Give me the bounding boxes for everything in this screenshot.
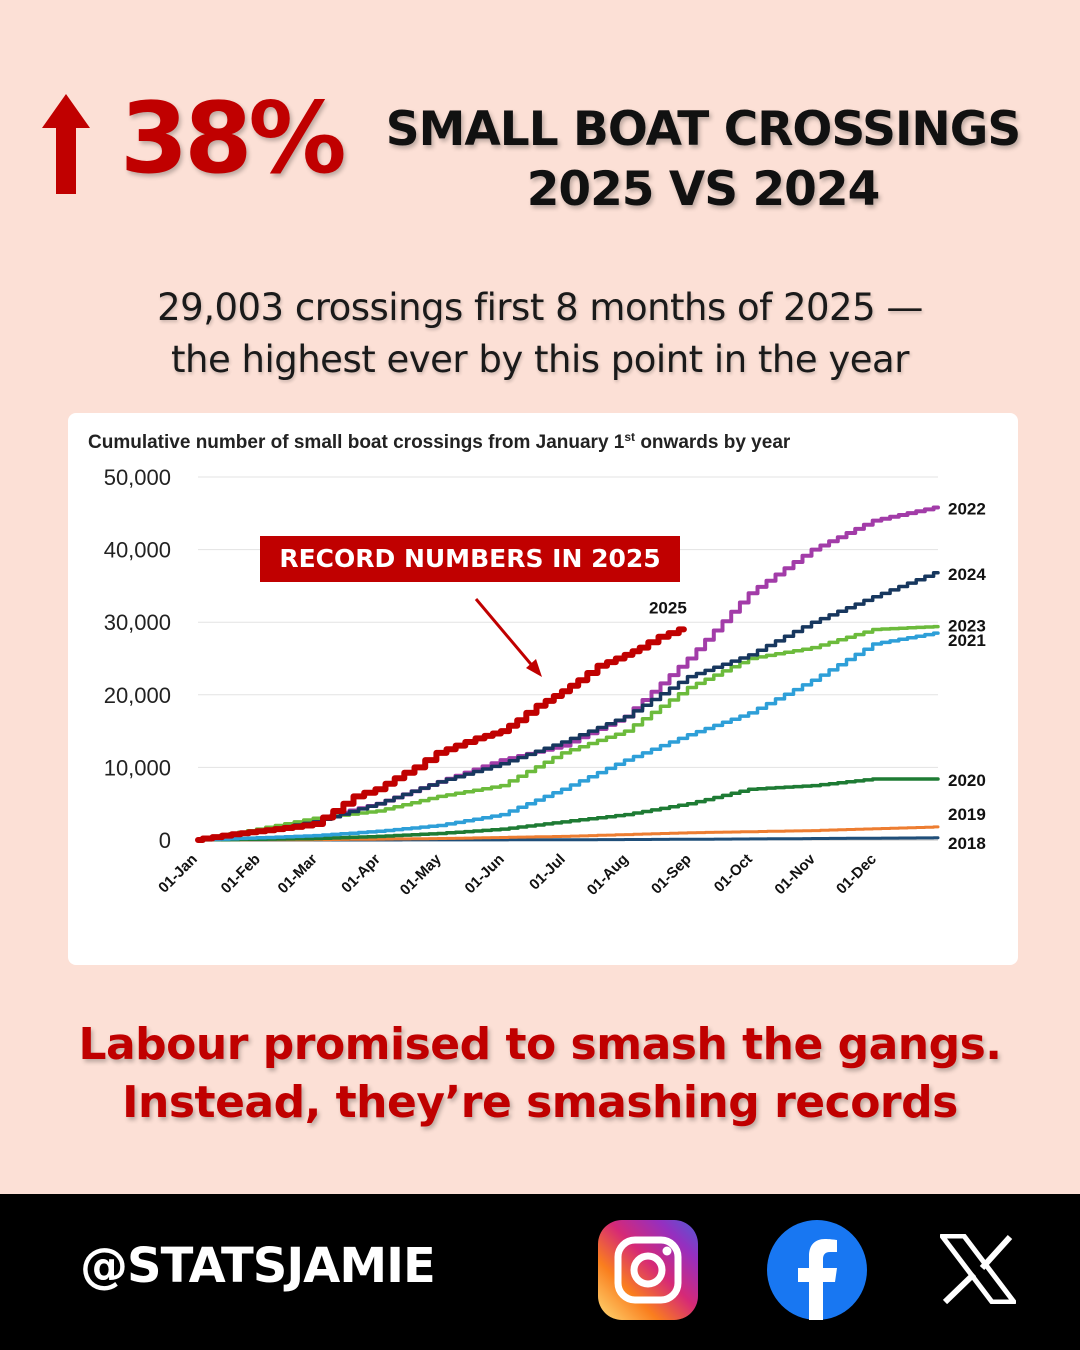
x-tick-label: 01-Feb (218, 851, 264, 897)
series-line-2020 (196, 777, 940, 842)
series-line-2023 (196, 624, 940, 842)
x-tick-label: 01-Aug (584, 851, 632, 899)
x-tick-label: 01-May (397, 850, 445, 898)
x-tick-label: 01-Jul (526, 851, 569, 894)
series-label-2019: 2019 (948, 805, 986, 824)
x-tick-label: 01-Nov (771, 850, 819, 898)
y-tick-label: 40,000 (104, 538, 171, 563)
footer: @STATSJAMIE (0, 1194, 1080, 1350)
annotation-arrow-head (526, 659, 542, 677)
social-handle[interactable]: @STATSJAMIE (80, 1238, 436, 1294)
series-label-2018: 2018 (948, 834, 986, 853)
x-tick-label: 01-Oct (711, 851, 756, 896)
headline-title: SMALL BOAT CROSSINGS 2025 VS 2024 (338, 100, 1068, 220)
series-label-2023: 2023 (948, 617, 986, 636)
chart-card: Cumulative number of small boat crossing… (68, 413, 1018, 965)
y-tick-label: 0 (159, 828, 171, 853)
series-line-2025 (195, 626, 687, 843)
series-line-2024 (196, 571, 940, 842)
x-tick-label: 01-Jun (462, 851, 508, 897)
arrow-up-icon (42, 94, 90, 194)
series-line-2021 (196, 631, 940, 842)
tagline: Labour promised to smash the gangs. Inst… (0, 1016, 1080, 1132)
headline: 38% SMALL BOAT CROSSINGS 2025 VS 2024 (38, 82, 1048, 217)
x-tick-label: 01-Jan (155, 851, 201, 897)
x-icon[interactable] (940, 1234, 1016, 1304)
subtitle: 29,003 crossings first 8 months of 2025 … (0, 282, 1080, 386)
percent-change: 38% (120, 82, 347, 196)
instagram-icon[interactable] (598, 1220, 698, 1320)
x-tick-label: 01-Mar (275, 851, 321, 897)
facebook-icon[interactable] (767, 1220, 867, 1320)
annotation: RECORD NUMBERS IN 2025 (260, 536, 680, 677)
y-tick-label: 30,000 (104, 610, 171, 635)
x-tick-label: 01-Apr (338, 851, 384, 897)
subtitle-line-2: the highest ever by this point in the ye… (171, 338, 909, 381)
series-label-2025: 2025 (649, 598, 687, 617)
x-tick-label: 01-Dec (833, 851, 880, 898)
series-label-2024: 2024 (948, 565, 986, 584)
tagline-line-1: Labour promised to smash the gangs. (78, 1019, 1002, 1070)
chart-title: Cumulative number of small boat crossing… (88, 430, 791, 453)
subtitle-line-1: 29,003 crossings first 8 months of 2025 … (157, 286, 923, 329)
y-tick-label: 20,000 (104, 683, 171, 708)
x-tick-label: 01-Sep (648, 851, 695, 898)
y-tick-label: 10,000 (104, 755, 171, 780)
series-label-2020: 2020 (948, 771, 986, 790)
headline-title-line-2: 2025 VS 2024 (526, 162, 881, 217)
annotation-text: RECORD NUMBERS IN 2025 (279, 544, 660, 573)
annotation-arrow-shaft (474, 598, 537, 670)
headline-title-line-1: SMALL BOAT CROSSINGS (385, 102, 1021, 157)
annotation-box (260, 536, 680, 582)
series-label-2021: 2021 (948, 631, 986, 650)
y-tick-label: 50,000 (104, 465, 171, 490)
series-label-2022: 2022 (948, 499, 986, 518)
line-chart: Cumulative number of small boat crossing… (88, 430, 986, 899)
tagline-line-2: Instead, they’re smashing records (122, 1077, 958, 1128)
